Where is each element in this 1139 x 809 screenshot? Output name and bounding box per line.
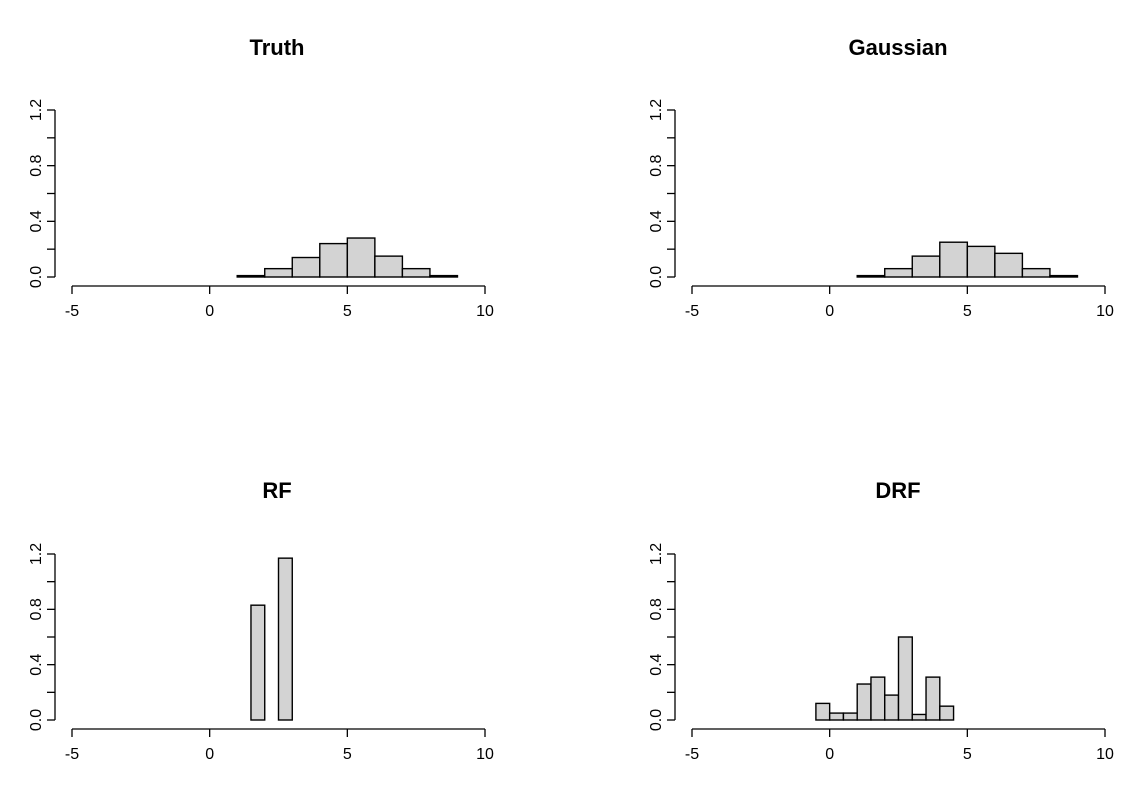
y-tick-label: 0.8 (648, 598, 665, 620)
x-tick-label: 0 (825, 303, 834, 320)
y-tick-label: 0.0 (28, 266, 45, 288)
histogram-bar (939, 241, 969, 278)
x-tick-label: -5 (65, 303, 79, 320)
x-tick-label: 10 (1096, 746, 1114, 763)
histogram-bar (236, 274, 266, 278)
histogram-bar (277, 557, 293, 721)
histogram-bar (925, 676, 941, 721)
x-tick-label: -5 (685, 303, 699, 320)
x-tick-label: 10 (476, 303, 494, 320)
y-tick-label: 1.2 (648, 543, 665, 565)
y-tick-label: 0.4 (28, 653, 45, 675)
histogram-panel: RF -5 0 5 10 0.0 0.4 0.8 1.2 (28, 478, 494, 763)
histogram-bar (346, 237, 376, 278)
histogram-panel: DRF -5 0 5 10 0.0 0.4 0.8 1.2 (648, 478, 1114, 763)
x-tick-label: 10 (476, 746, 494, 763)
histogram-bar (374, 255, 404, 278)
panel-title: Gaussian (848, 35, 947, 60)
y-tick-label: 1.2 (648, 99, 665, 121)
histogram-bar (911, 713, 927, 721)
histogram-bar (264, 267, 293, 278)
histogram-bar (884, 694, 900, 721)
x-tick-label: -5 (65, 746, 79, 763)
y-tick-label: 1.2 (28, 543, 45, 565)
x-tick-label: 0 (825, 746, 834, 763)
panel-title: RF (262, 478, 291, 503)
histogram-panel: Gaussian -5 0 5 10 0.0 0.4 0.8 1.2 (648, 35, 1114, 320)
x-tick-label: 5 (343, 746, 352, 763)
panel-title: Truth (250, 35, 305, 60)
panel-title: DRF (875, 478, 920, 503)
histogram-bar (842, 712, 858, 721)
histogram-bar (1021, 267, 1051, 278)
x-tick-label: -5 (685, 746, 699, 763)
histogram-bar (856, 683, 872, 721)
y-tick-label: 0.0 (648, 266, 665, 288)
histogram-bar (815, 702, 831, 721)
histogram-bar (897, 636, 913, 721)
x-tick-label: 10 (1096, 303, 1114, 320)
histogram-bar (1049, 274, 1079, 278)
histogram-bar (939, 705, 955, 721)
y-tick-label: 0.4 (28, 210, 45, 232)
histogram-bar (856, 274, 886, 278)
histogram-bar (870, 676, 886, 721)
histogram-bar (994, 252, 1024, 278)
y-tick-label: 0.8 (648, 154, 665, 176)
histogram-bar (966, 245, 996, 278)
histogram-bar (828, 712, 845, 721)
histogram-bar (291, 256, 321, 278)
y-tick-label: 0.0 (28, 709, 45, 731)
y-tick-label: 0.4 (648, 210, 665, 232)
y-tick-label: 0.8 (28, 154, 45, 176)
x-tick-label: 5 (963, 303, 972, 320)
histogram-bar (429, 274, 459, 278)
histogram-bar (401, 267, 431, 278)
y-tick-label: 0.4 (648, 653, 665, 675)
y-tick-label: 0.8 (28, 598, 45, 620)
histogram-bar (884, 267, 913, 278)
x-tick-label: 5 (343, 303, 352, 320)
x-tick-label: 5 (963, 746, 972, 763)
histogram-panel: Truth -5 0 5 10 0.0 0.4 0.8 1.2 (28, 35, 494, 320)
x-tick-label: 0 (205, 303, 214, 320)
y-tick-label: 1.2 (28, 99, 45, 121)
histogram-bar (250, 604, 266, 721)
y-tick-label: 0.0 (648, 709, 665, 731)
histogram-bar (319, 242, 349, 278)
x-tick-label: 0 (205, 746, 214, 763)
histogram-bar (911, 255, 941, 278)
